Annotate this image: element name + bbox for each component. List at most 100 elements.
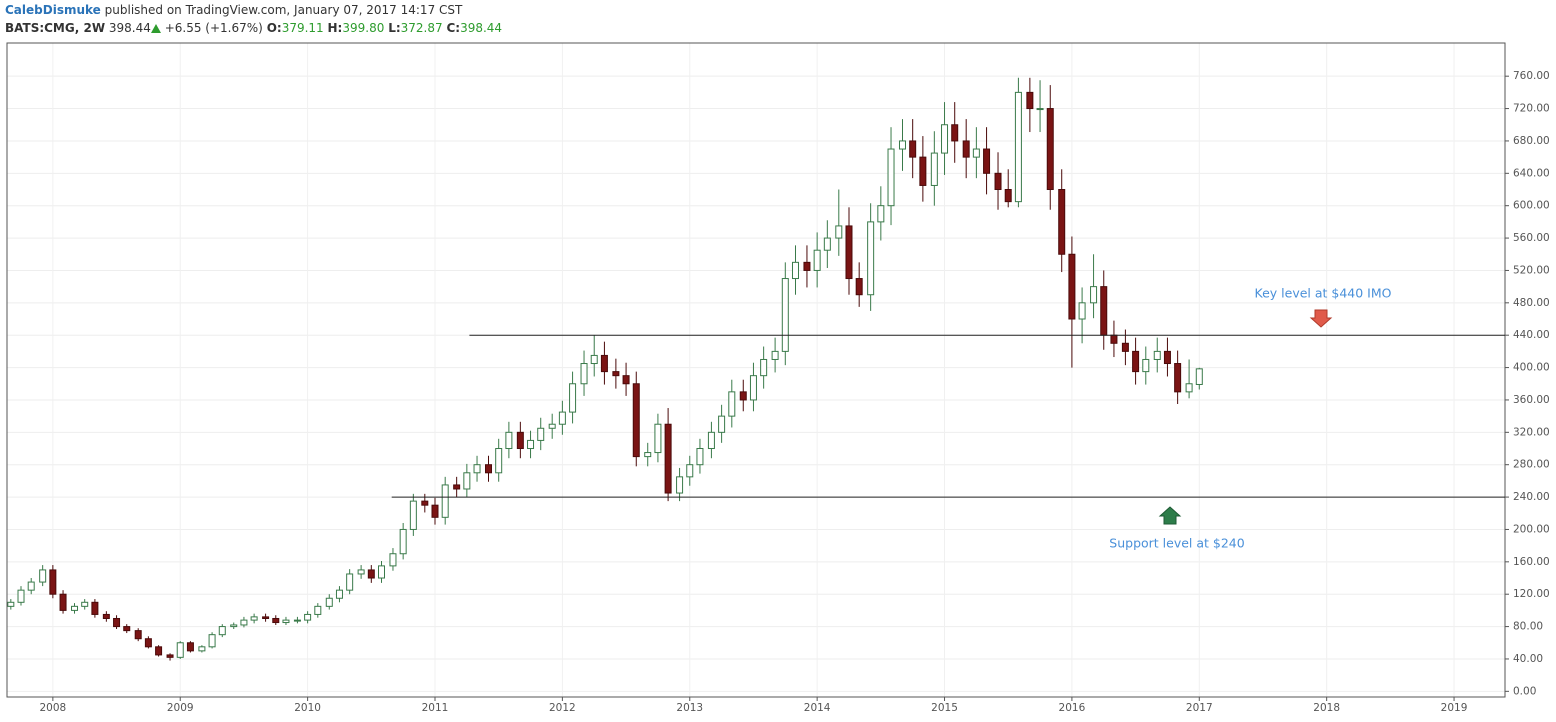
- candle-body: [134, 630, 142, 640]
- candle-body: [962, 140, 970, 158]
- candle-body: [941, 124, 949, 154]
- candle-body: [262, 616, 270, 619]
- plot-border: [6, 42, 1506, 698]
- candle-body: [930, 152, 938, 186]
- candle-body: [791, 261, 799, 280]
- candle-body: [176, 642, 184, 658]
- x-tick-label: 2014: [804, 702, 831, 714]
- open-value: 379.11: [281, 21, 324, 35]
- candle-body: [473, 464, 481, 474]
- candle-body: [59, 593, 67, 611]
- candle-body: [325, 597, 333, 607]
- y-tick-label: 40.00: [1513, 653, 1543, 665]
- candle-body: [1142, 358, 1150, 373]
- low-value: 372.87: [400, 21, 443, 35]
- candle-body: [304, 613, 312, 621]
- candle-body: [71, 605, 79, 611]
- x-tick-label: 2008: [39, 702, 66, 714]
- y-tick-label: 440.00: [1513, 329, 1550, 341]
- candle-body: [144, 638, 152, 648]
- candle-body: [49, 569, 57, 595]
- candle-body: [1174, 363, 1182, 393]
- candle-body: [548, 423, 556, 429]
- candle-body: [994, 172, 1002, 191]
- y-tick-label: 320.00: [1513, 426, 1550, 438]
- y-tick-label: 200.00: [1513, 523, 1550, 535]
- candle-body: [537, 427, 545, 441]
- candle-body: [569, 383, 577, 413]
- up-triangle: [150, 24, 161, 33]
- y-tick-label: 80.00: [1513, 621, 1543, 633]
- candle-body: [1090, 286, 1098, 304]
- open-label: O:: [266, 21, 282, 35]
- candle-body: [123, 626, 131, 632]
- candle-body: [39, 569, 47, 583]
- candle-body: [431, 504, 439, 518]
- x-tick-label: 2018: [1313, 702, 1340, 714]
- candles: [7, 77, 1203, 661]
- candle-body: [1026, 91, 1034, 110]
- candle-body: [951, 124, 959, 142]
- candle-body: [919, 156, 927, 186]
- candle-body: [1110, 334, 1118, 344]
- last-price: 398.44: [108, 21, 151, 35]
- y-tick-label: 0.00: [1513, 685, 1536, 697]
- grid: 0.00 40.00 80.00 120.00 160.00 200.00 240.00 28…: [7, 43, 1550, 714]
- high-value: 399.80: [342, 21, 385, 35]
- published: published on TradingView.com, January 07…: [104, 3, 463, 17]
- y-tick-label: 680.00: [1513, 135, 1550, 147]
- candle-body: [367, 569, 375, 579]
- candle-body: [91, 601, 99, 615]
- candle-body: [781, 278, 789, 352]
- candle-body: [909, 140, 917, 158]
- candle-body: [749, 375, 757, 401]
- candle-body: [399, 528, 407, 555]
- x-tick-label: 2013: [676, 702, 703, 714]
- y-tick-label: 280.00: [1513, 459, 1550, 471]
- candle-body: [898, 140, 906, 150]
- candle-body: [1078, 302, 1086, 320]
- candle-body: [186, 642, 194, 652]
- x-tick-label: 2017: [1186, 702, 1213, 714]
- candle-body: [102, 613, 110, 619]
- x-tick-label: 2009: [167, 702, 194, 714]
- candle-body: [389, 553, 397, 567]
- candle-body: [441, 484, 449, 518]
- candle-body: [887, 148, 895, 207]
- candle-body: [1058, 189, 1066, 255]
- x-tick-label: 2010: [294, 702, 321, 714]
- candle-body: [728, 391, 736, 417]
- candle-body: [1195, 368, 1203, 385]
- candle-body: [558, 411, 566, 425]
- x-tick-label: 2011: [422, 702, 449, 714]
- author[interactable]: CalebDismuke: [5, 3, 101, 17]
- candle-body: [823, 237, 831, 251]
- candle-body: [250, 616, 258, 621]
- candle-body: [1004, 189, 1012, 203]
- candle-body: [208, 634, 216, 648]
- y-tick-label: 720.00: [1513, 103, 1550, 115]
- y-tick-label: 240.00: [1513, 491, 1550, 503]
- candle-body: [803, 261, 811, 271]
- candle-body: [580, 363, 588, 385]
- candle-body: [166, 654, 174, 658]
- annotation: Key level at $440 IMO: [1255, 286, 1392, 301]
- candle-body: [1014, 91, 1022, 203]
- candle-body: [240, 619, 248, 626]
- candle-body: [612, 371, 620, 377]
- y-tick-label: 560.00: [1513, 232, 1550, 244]
- candle-body: [282, 619, 290, 624]
- candle-body: [622, 375, 630, 385]
- candle-body: [516, 431, 524, 450]
- candle-body: [314, 605, 322, 615]
- candle-body: [707, 431, 715, 450]
- candle-body: [272, 617, 280, 624]
- up-arrow: [1158, 506, 1182, 525]
- y-tick-label: 760.00: [1513, 70, 1550, 82]
- candle-body: [600, 354, 608, 373]
- candle-body: [113, 617, 121, 628]
- candle-body: [696, 448, 704, 466]
- candle-body: [335, 589, 343, 599]
